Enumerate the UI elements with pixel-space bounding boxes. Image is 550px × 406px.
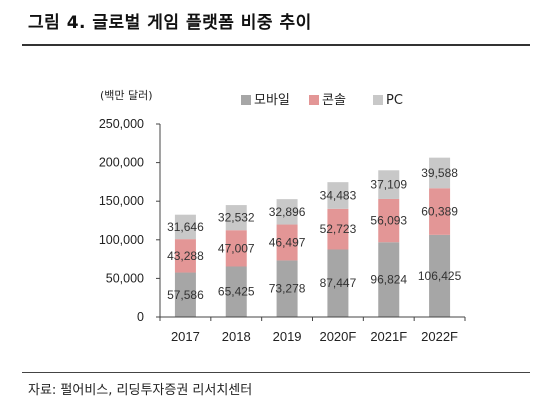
bar-segment-pc: [276, 199, 298, 225]
x-tick-label: 2021F: [370, 329, 407, 344]
data-label: 32,532: [218, 211, 255, 225]
legend-label: 콘솔: [322, 93, 346, 108]
bar-segment-pc: [225, 205, 247, 231]
y-axis: 0 50,000 100,000 150,000 200,000 250,000: [99, 117, 161, 324]
x-tick-label: 2017: [171, 329, 200, 344]
footer-divider: [22, 372, 530, 373]
data-label: 37,109: [370, 178, 407, 192]
legend-swatch-pc: [373, 95, 383, 105]
data-label: 39,588: [421, 166, 458, 180]
bar-segment-pc: [378, 170, 400, 199]
title-divider: [22, 44, 530, 46]
bar-segment-mobile: [174, 272, 196, 317]
data-label: 106,425: [418, 269, 462, 283]
data-label: 34,483: [320, 188, 357, 202]
x-tick-label: 2022F: [421, 329, 458, 344]
y-tick-label: 50,000: [106, 271, 144, 285]
bar-segment-console: [276, 224, 298, 261]
legend: 모바일 콘솔 PC: [241, 93, 403, 108]
bar-segment-console: [225, 230, 247, 267]
data-label: 57,586: [167, 288, 204, 302]
y-tick-label: 250,000: [99, 117, 144, 131]
bar-segment-pc: [174, 214, 196, 240]
legend-label: 모바일: [254, 93, 290, 108]
bar-segment-console: [378, 198, 400, 243]
legend-label: PC: [386, 93, 403, 108]
legend-swatch-mobile: [241, 95, 251, 105]
data-label: 46,497: [269, 235, 306, 249]
bar-segment-mobile: [276, 260, 298, 317]
bar-segment-pc: [327, 182, 349, 209]
x-tick-label: 2020F: [319, 329, 356, 344]
data-label: 31,646: [167, 220, 204, 234]
bar-segment-pc: [429, 157, 451, 189]
bar-segment-mobile: [225, 266, 247, 317]
bar-segment-mobile: [327, 249, 349, 317]
data-label: 96,824: [370, 273, 407, 287]
bar-segment-console: [429, 188, 451, 235]
x-tick-label: 2018: [222, 329, 251, 344]
data-label: 56,093: [370, 214, 407, 228]
data-label: 73,278: [269, 282, 306, 296]
source-note: 자료: 펄어비스, 리딩투자증권 리서치센터: [28, 383, 253, 398]
unit-label: (백만 달러): [100, 89, 153, 102]
page-title: 그림 4. 글로벌 게임 플랫폼 비중 추이: [28, 13, 312, 33]
y-tick-label: 200,000: [99, 156, 144, 170]
data-label: 52,723: [320, 222, 357, 236]
data-label: 43,288: [167, 249, 204, 263]
y-tick-label: 100,000: [99, 233, 144, 247]
y-tick-label: 0: [137, 310, 144, 324]
data-label: 47,007: [218, 241, 255, 255]
data-label: 32,896: [269, 205, 306, 219]
bar-segment-mobile: [378, 242, 400, 317]
x-axis: 2017 2018 2019 2020F 2021F 2022F: [159, 316, 466, 344]
legend-swatch-console: [309, 95, 319, 105]
bar-segment-console: [174, 239, 196, 273]
bars: 57,586 43,288 31,646 65,425 47,007 32,532 73,2…: [167, 157, 462, 317]
data-label: 65,425: [218, 285, 255, 299]
data-label: 60,389: [421, 205, 458, 219]
data-label: 87,447: [320, 276, 357, 290]
bar-segment-console: [327, 208, 349, 250]
x-tick-label: 2019: [273, 329, 302, 344]
bar-segment-mobile: [429, 234, 451, 317]
y-tick-label: 150,000: [99, 194, 144, 208]
